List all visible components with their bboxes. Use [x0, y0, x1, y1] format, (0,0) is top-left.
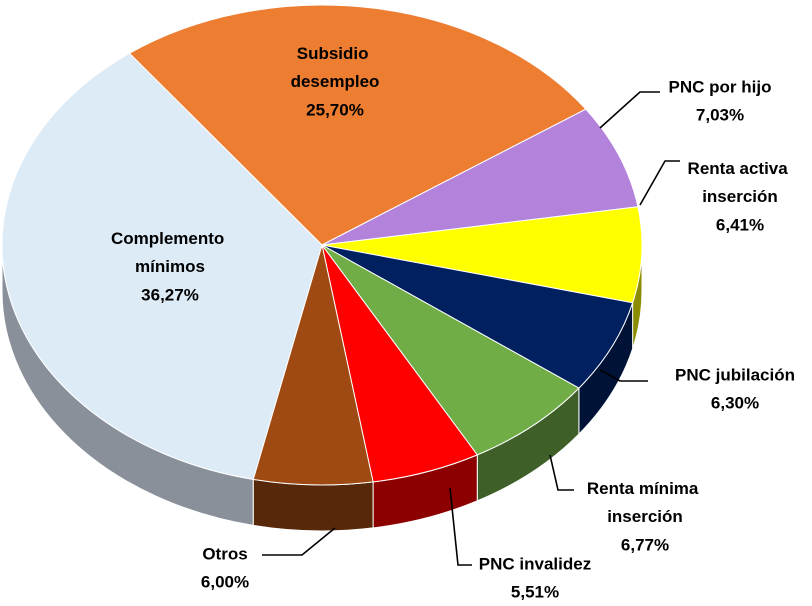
slice-label: Renta mínima inserción	[587, 479, 703, 526]
leader-line	[639, 160, 680, 206]
value-label: 36,27%	[141, 285, 199, 304]
pie-slice	[128, 4, 587, 246]
pie-slice	[321, 244, 634, 389]
value-label: 6,41%	[716, 215, 764, 234]
slice-label: Otros	[202, 544, 247, 563]
pie-slice	[321, 206, 643, 304]
slice-label: PNC invalidez	[479, 554, 591, 573]
pie-slice	[321, 244, 580, 456]
pie-slice	[252, 244, 374, 486]
slice-label: PNC por hijo	[669, 77, 772, 96]
value-label: 25,70%	[306, 100, 364, 119]
slice-side	[252, 478, 374, 532]
value-label: 6,30%	[711, 393, 759, 412]
leader-line	[449, 487, 472, 566]
leader-line	[549, 454, 574, 491]
value-label: 6,00%	[201, 572, 249, 591]
slice-label: Complemento mínimos	[111, 229, 229, 276]
slice-label: Subsidio desempleo	[291, 44, 380, 91]
value-label: 7,03%	[696, 105, 744, 124]
value-label: 6,77%	[621, 535, 669, 554]
pie-slice	[1, 52, 323, 480]
slice-label: Renta activa inserción	[688, 159, 793, 206]
leader-line	[599, 91, 660, 129]
leader-line	[599, 369, 648, 382]
value-label: 5,51%	[511, 582, 559, 601]
pie-slice	[321, 108, 639, 246]
slice-label: PNC jubilación	[675, 365, 795, 384]
leader-line	[262, 527, 336, 556]
